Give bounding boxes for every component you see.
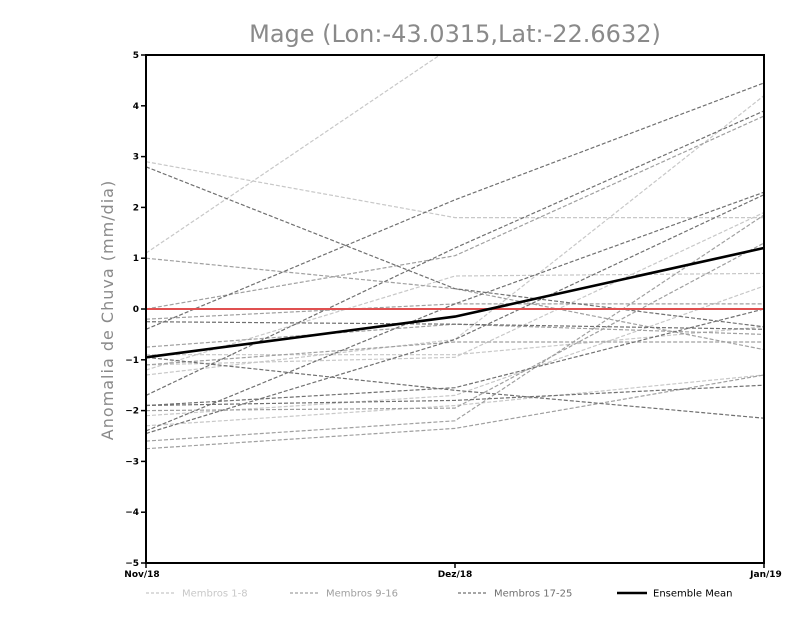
y-tick-label: 0 (133, 305, 139, 315)
series-line-member-8 (146, 374, 764, 427)
y-tick-label: 2 (133, 203, 139, 213)
series-line-member-9 (146, 115, 764, 310)
legend-label: Membros 1-8 (182, 589, 248, 600)
series-line-member-21 (146, 356, 764, 419)
series-line-member-7 (146, 326, 764, 356)
x-tick-label: Dez/18 (438, 570, 473, 580)
series-line-member-16 (146, 257, 764, 351)
y-tick-label: −3 (125, 457, 139, 467)
series-line-member-5 (146, 95, 764, 376)
series-line-member-6 (146, 285, 764, 417)
x-tick-label: Nov/18 (124, 570, 159, 580)
series-line-member-4 (146, 211, 764, 366)
series-layer (146, 55, 764, 450)
series-line-member-10 (146, 242, 764, 412)
legend: Membros 1-8 Membros 9-16 Membros 17-25 Ense… (146, 589, 732, 600)
series-line-member-13 (146, 374, 764, 450)
y-axis: 5 4 3 2 1 0 −1 −2 −3 −4 −5 (125, 51, 146, 569)
legend-label: Ensemble Mean (653, 589, 732, 600)
y-tick-label: −5 (125, 559, 139, 569)
series-line-member-20 (146, 166, 764, 328)
series-line-member-24 (146, 321, 764, 330)
series-line-member-11 (146, 214, 764, 442)
chart-title: Mage (Lon:-43.0315,Lat:-22.6632) (249, 20, 661, 48)
y-tick-label: 5 (133, 51, 139, 61)
legend-label: Membros 17-25 (494, 589, 572, 600)
series-line-member-18 (146, 191, 764, 432)
series-line-member-22 (146, 308, 764, 407)
y-tick-label: 4 (133, 102, 139, 112)
y-tick-label: 1 (133, 254, 139, 264)
series-line-member-3 (146, 272, 764, 371)
x-axis: Nov/18 Dez/18 Jan/19 (124, 563, 782, 580)
series-line-member-2 (146, 161, 764, 219)
series-line-member-19 (146, 110, 764, 396)
series-line-member-25 (146, 384, 764, 407)
mean-layer (145, 246, 765, 359)
y-tick-label: −2 (125, 407, 139, 417)
series-line-ensemble-mean (145, 246, 765, 359)
y-axis-label: Anomalia de Chuva (mm/dia) (98, 180, 117, 440)
series-line-member-14 (146, 303, 764, 320)
y-tick-label: −1 (125, 356, 139, 366)
series-line-member-15 (146, 341, 764, 366)
y-tick-label: −4 (125, 508, 139, 518)
y-tick-label: 3 (133, 153, 139, 163)
series-line-member-17 (146, 82, 764, 330)
legend-label: Membros 9-16 (326, 589, 398, 600)
x-tick-label: Jan/19 (749, 570, 782, 580)
